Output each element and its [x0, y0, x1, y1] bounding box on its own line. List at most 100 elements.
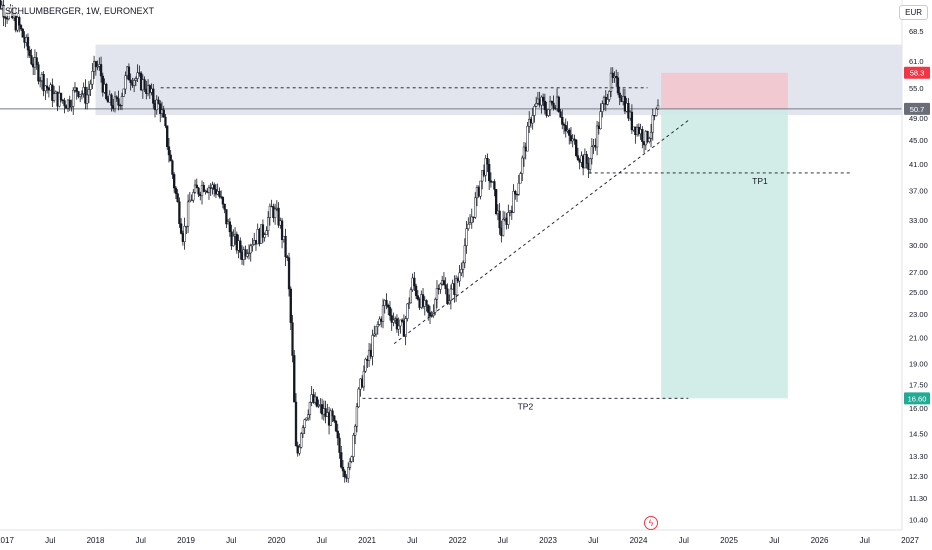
candle-body — [273, 208, 277, 218]
candle-body — [37, 64, 40, 82]
candle-body — [77, 91, 80, 97]
candle-body — [512, 190, 515, 213]
candle-body — [627, 103, 630, 119]
candle-body — [340, 452, 343, 468]
candle-body — [541, 96, 545, 102]
currency-button[interactable]: EUR — [899, 5, 928, 20]
candle-body — [70, 106, 73, 108]
candle-body — [385, 300, 388, 306]
candle-body — [308, 402, 312, 416]
candle-body — [493, 181, 496, 190]
candle-body — [350, 456, 353, 462]
candle-body — [576, 155, 580, 161]
candle-body — [494, 189, 498, 215]
candle-body — [192, 192, 195, 201]
y-tick-label: 19.00 — [909, 359, 928, 368]
candle-body — [44, 85, 47, 92]
candle-body — [615, 76, 618, 79]
y-tick-label: 23.00 — [909, 310, 928, 319]
lightning-icon[interactable]: ϟ — [644, 516, 658, 530]
candle-body — [618, 92, 621, 98]
candle-body — [0, 0, 2, 9]
candle-body — [561, 116, 564, 125]
candle-body — [564, 125, 567, 132]
candle-body — [446, 288, 449, 305]
candle-body — [355, 406, 359, 427]
candle-body — [293, 355, 296, 403]
candle-body — [80, 93, 84, 95]
y-tick-label: 45.00 — [909, 136, 928, 145]
candle-body — [85, 94, 89, 104]
candle-body — [648, 138, 651, 142]
candle-body — [284, 235, 287, 257]
candle-body — [343, 470, 346, 478]
chart-title: SCHLUMBERGER, 1W, EURONEXT — [3, 6, 157, 16]
candle-body — [28, 49, 31, 56]
candle-body — [381, 305, 385, 322]
candle-body — [590, 146, 594, 160]
candle-body — [263, 234, 266, 238]
candle-body — [186, 201, 190, 227]
candle-body — [178, 201, 181, 224]
candle-body — [427, 304, 430, 313]
candle-body — [209, 187, 212, 189]
candle-body — [341, 467, 345, 472]
dashed-line-3[interactable] — [393, 120, 689, 344]
candle-body — [336, 430, 339, 439]
candle-body — [225, 209, 228, 225]
candle-body — [18, 17, 21, 26]
candle-body — [460, 269, 463, 274]
candle-body — [99, 64, 103, 77]
candle-body — [651, 115, 654, 133]
candle-body — [608, 91, 611, 100]
candle-body — [75, 87, 78, 92]
candle-body — [521, 157, 524, 174]
candle-body — [61, 99, 64, 101]
candle-body — [444, 284, 447, 290]
candle-body — [232, 235, 235, 247]
price-tag-current — [904, 102, 930, 115]
candle-body — [63, 100, 66, 107]
candle-body — [303, 419, 306, 428]
x-tick-label: 2020 — [268, 536, 286, 545]
x-tick-label: 2018 — [87, 536, 105, 545]
candle-body — [162, 109, 165, 118]
take-profit-zone[interactable] — [661, 108, 788, 399]
candle-body — [484, 158, 487, 176]
candle-body — [96, 66, 99, 68]
y-tick-label: 13.30 — [909, 452, 928, 461]
candle-body — [481, 170, 484, 182]
x-tick-label: 2023 — [539, 536, 557, 545]
candle-body — [559, 111, 562, 118]
x-tick-label: 2017 — [0, 536, 14, 545]
y-tick-label: 14.50 — [909, 429, 928, 438]
stop-loss-zone[interactable] — [661, 72, 788, 109]
candle-body — [300, 433, 303, 448]
candle-body — [185, 225, 188, 228]
candle-body — [228, 221, 232, 233]
candle-body — [183, 226, 186, 242]
x-tick-label: Jul — [407, 536, 417, 545]
y-tick-label: 12.30 — [909, 472, 928, 481]
candle-body — [89, 83, 92, 90]
candle-body — [569, 135, 573, 142]
candle-body — [21, 28, 24, 38]
candle-body — [609, 72, 613, 92]
candle-body — [176, 193, 179, 203]
candle-body — [287, 257, 291, 290]
candle-body — [280, 220, 284, 240]
candle-body — [291, 322, 294, 356]
candle-body — [616, 77, 620, 94]
candle-body — [531, 115, 534, 124]
candle-body — [105, 84, 108, 100]
candle-body — [26, 37, 30, 51]
candle-body — [174, 187, 178, 194]
price-tag-label: 58.3 — [910, 69, 925, 78]
candle-body — [352, 435, 355, 457]
candle-body — [488, 163, 491, 182]
candle-body — [388, 307, 392, 316]
y-tick-label: 30.00 — [909, 241, 928, 250]
candle-body — [533, 106, 536, 116]
candle-body — [129, 79, 132, 83]
